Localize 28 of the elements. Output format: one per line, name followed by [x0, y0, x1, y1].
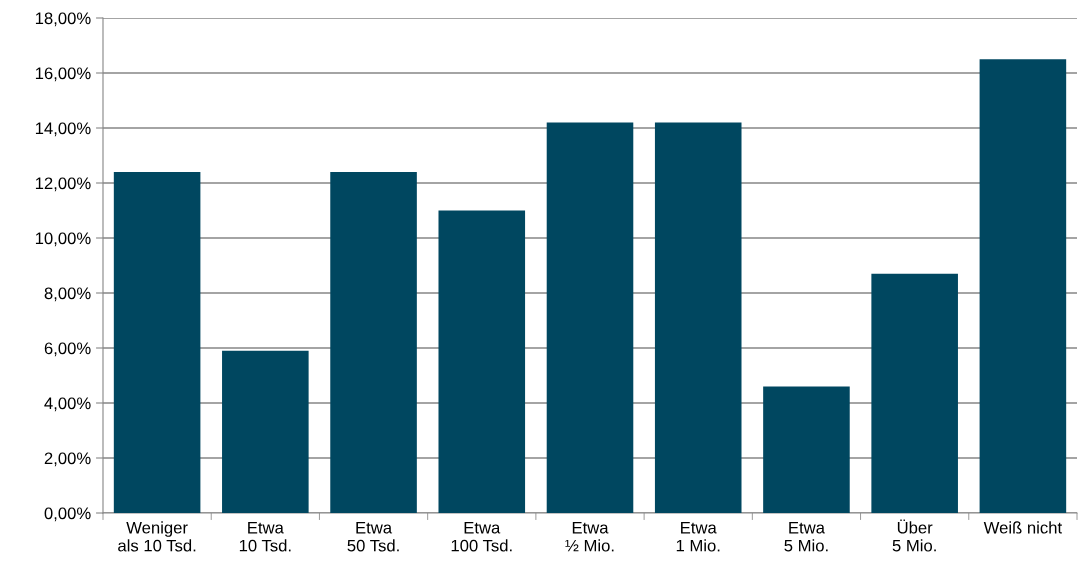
bar: [871, 273, 958, 513]
bar: [654, 122, 742, 513]
y-tick-label: 16,00%: [35, 67, 91, 82]
y-tick-label: 18,00%: [35, 12, 91, 27]
bar: [546, 122, 634, 513]
y-tick-label: 14,00%: [35, 122, 91, 137]
x-tick-label: Etwa ½ Mio.: [565, 521, 614, 552]
x-tick-label: Etwa 100 Tsd.: [451, 521, 512, 552]
bar: [763, 386, 850, 513]
x-tick-label: Etwa 50 Tsd.: [347, 521, 399, 552]
bar: [438, 210, 526, 513]
x-tick-label: Etwa 1 Mio.: [676, 521, 720, 552]
bar: [979, 59, 1067, 513]
x-tick-label: Etwa 5 Mio.: [784, 521, 828, 552]
y-tick-label: 8,00%: [44, 287, 91, 302]
y-tick-label: 4,00%: [44, 397, 91, 412]
x-tick-label: Über 5 Mio.: [892, 519, 936, 552]
bar: [222, 350, 309, 513]
x-tick-label: Weiß nicht: [983, 521, 1062, 534]
y-tick-label: 12,00%: [35, 177, 91, 192]
x-tick-label: Etwa 10 Tsd.: [239, 521, 291, 552]
x-tick-label: Weniger als 10 Tsd.: [118, 521, 196, 552]
y-tick-label: 10,00%: [35, 232, 91, 247]
bar: [113, 172, 201, 513]
y-tick-label: 0,00%: [44, 507, 91, 522]
y-tick-label: 6,00%: [44, 342, 91, 357]
bar: [330, 172, 417, 513]
y-tick-label: 2,00%: [44, 452, 91, 467]
